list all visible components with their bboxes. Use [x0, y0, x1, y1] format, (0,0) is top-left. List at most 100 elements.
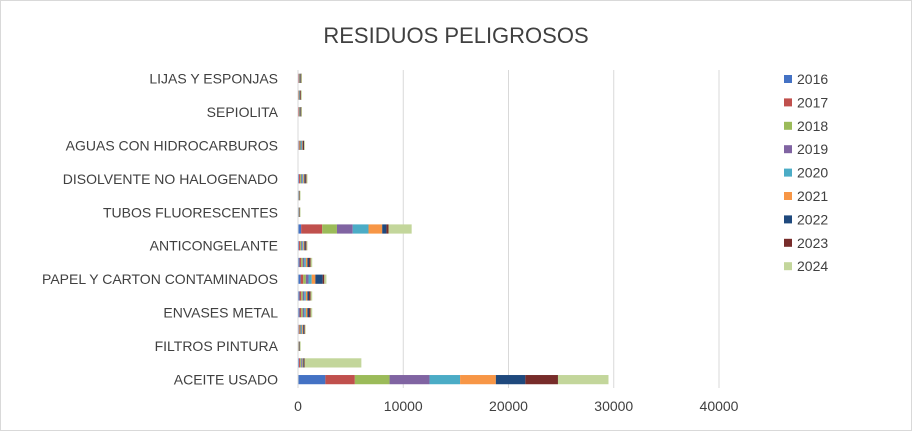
bar-segment: [298, 140, 300, 150]
bar-segment: [324, 274, 327, 284]
bar-segment: [304, 358, 362, 368]
category-label: PAPEL Y CARTON CONTAMINADOS: [42, 271, 278, 287]
bar-segment: [298, 324, 300, 335]
bar-segment: [301, 174, 303, 184]
bar-segment: [300, 174, 302, 184]
bar-segment: [299, 291, 302, 301]
bar-segment: [300, 358, 302, 368]
bar-segment: [299, 190, 301, 201]
category-label: ENVASES METAL: [163, 305, 278, 321]
bar-segment: [299, 308, 302, 318]
bar-segment: [304, 241, 306, 251]
bar-segment: [298, 358, 300, 368]
bar-segment: [336, 224, 353, 234]
bar-segment: [303, 274, 306, 284]
bar-segment: [303, 140, 305, 150]
bar-segment: [304, 257, 306, 268]
bar-segment: [299, 241, 301, 251]
bar-segment: [302, 174, 304, 184]
bar-segment: [303, 358, 305, 368]
bar-segment: [298, 174, 300, 184]
bar-segment: [382, 224, 387, 234]
bar-segment: [301, 257, 303, 268]
bar-segment: [306, 174, 308, 184]
bar-segment: [307, 257, 310, 268]
bar-segment: [302, 241, 304, 251]
legend-swatch: [784, 168, 792, 177]
bar-segment: [299, 107, 300, 117]
bar-segment: [305, 257, 308, 268]
bar-segment: [298, 375, 326, 385]
legend: 2016 2017 2018 2019 2020 2021 2022 2023 2024: [784, 71, 828, 274]
x-tick-label: 40000: [700, 398, 739, 414]
bar-segment: [322, 224, 337, 234]
category-label: ANTICONGELANTE: [150, 238, 278, 254]
bar-segment: [301, 308, 303, 318]
bar-segment: [309, 257, 311, 268]
legend-swatch: [784, 262, 792, 271]
bar-segment: [310, 291, 313, 301]
bar-segment: [368, 224, 383, 234]
bar-segment: [300, 274, 304, 284]
category-label: ACEITE USADO: [174, 372, 278, 388]
bar-segment: [307, 308, 310, 318]
bar-segment: [298, 90, 300, 100]
legend-swatch: [784, 145, 792, 154]
legend-swatch: [784, 215, 792, 224]
bar-segment: [302, 140, 304, 150]
category-label: TUBOS FLUORESCENTES: [103, 204, 278, 220]
chart-title: RESIDUOS PELIGROSOS: [323, 23, 588, 48]
axes: 0 10000 20000 30000 40000 ACEITE USADO FILTROS…: [42, 70, 739, 414]
bar-segment: [388, 224, 412, 234]
bar-segment: [460, 375, 496, 385]
bar-segment: [305, 291, 308, 301]
bar-segment: [298, 257, 300, 268]
bar-segment: [303, 140, 305, 150]
bar-segment: [298, 73, 300, 83]
bar-segment: [299, 73, 300, 83]
legend-label: 2017: [797, 94, 828, 110]
bar-segment: [299, 140, 301, 150]
bar-segment: [300, 140, 302, 150]
category-label: DISOLVENTE NO HALOGENADO: [63, 171, 278, 187]
bar-segment: [305, 174, 307, 184]
bar-segment: [311, 274, 316, 284]
bar-segment: [303, 324, 304, 335]
bar-segment: [301, 324, 303, 335]
bar-segment: [298, 241, 300, 251]
bar-segment: [298, 107, 300, 117]
legend-label: 2023: [797, 235, 828, 251]
bar-segment: [301, 73, 302, 83]
bar-segment: [495, 375, 526, 385]
bar-segment: [300, 90, 302, 100]
bar-segment: [299, 358, 301, 368]
bar-segment: [299, 324, 301, 335]
bar-segment: [303, 358, 305, 368]
bar-segment: [300, 324, 302, 335]
bar-segment: [300, 241, 302, 251]
bar-segment: [302, 324, 304, 335]
legend-label: 2021: [797, 188, 828, 204]
bar-segment: [352, 224, 369, 234]
bar-segment: [304, 324, 306, 335]
category-label: AGUAS CON HIDROCARBUROS: [66, 137, 278, 153]
legend-swatch: [784, 75, 792, 83]
legend-swatch: [784, 121, 792, 130]
bar-segment: [304, 174, 306, 184]
bar-segment: [525, 375, 558, 385]
x-tick-label: 0: [294, 398, 302, 414]
legend-swatch: [784, 192, 792, 200]
bar-segment: [325, 375, 355, 385]
bar-segment: [307, 291, 310, 301]
bar-segment: [302, 358, 304, 368]
bar-segment: [389, 375, 430, 385]
legend-label: 2022: [797, 211, 828, 227]
bar-segment: [303, 241, 305, 251]
bar-segment: [298, 274, 301, 284]
legend-swatch: [784, 98, 792, 107]
bar-segment: [299, 257, 302, 268]
bar-segment: [322, 274, 325, 284]
bar-segment: [301, 241, 303, 251]
bar-segment: [298, 224, 302, 234]
bar-segment: [299, 341, 301, 351]
